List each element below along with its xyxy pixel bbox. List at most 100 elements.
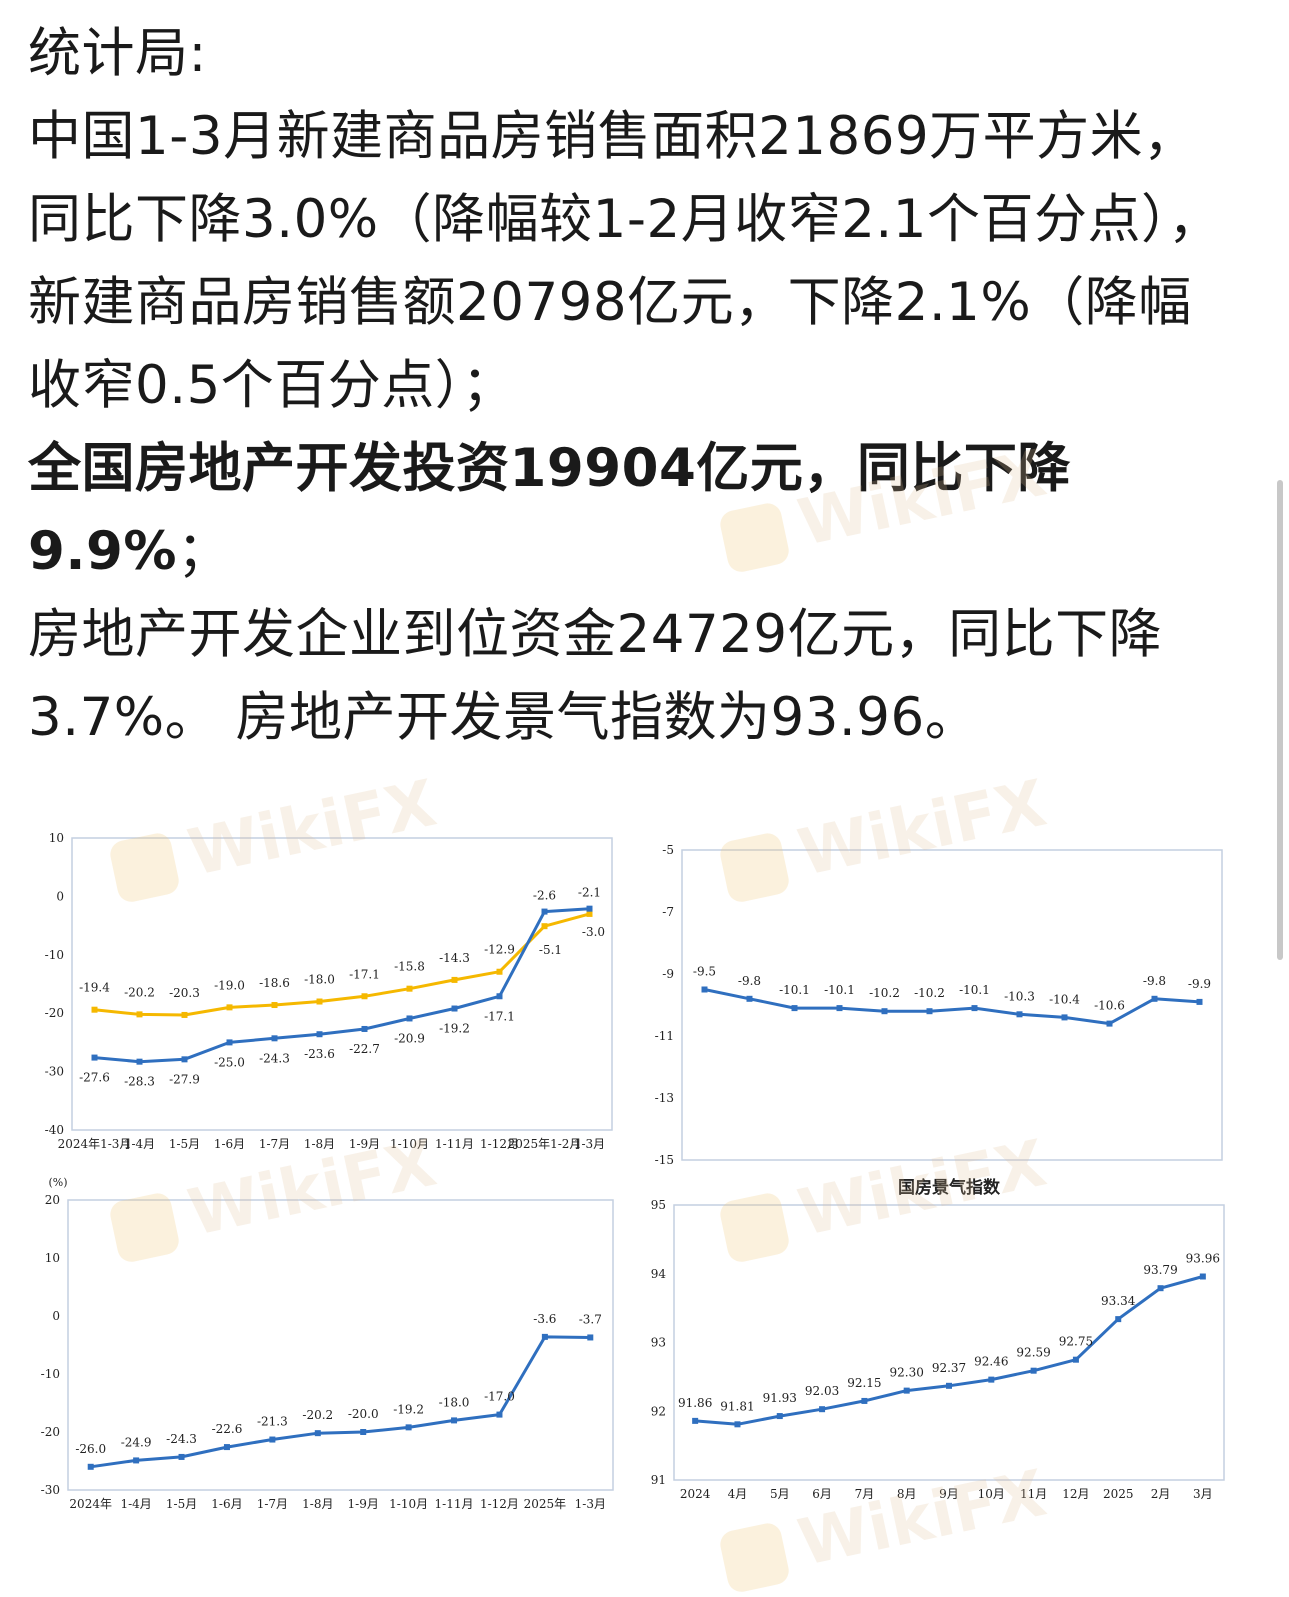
x-tick-label: 7月 [855,1487,875,1501]
y-tick-label: 0 [56,889,64,903]
chart-title: 国房景气指数 [898,1177,1001,1198]
plot-frame [673,1204,1225,1481]
y-tick-label: 95 [651,1198,666,1212]
data-label: 93.79 [1143,1263,1177,1277]
chart-funding-growth: 20 10 0 -10 -20 -30 2024年 1-4月 1-5月 1-6月 1-7月 1-8月 1… [41,1176,614,1511]
y-tick-label: 10 [45,1251,60,1265]
data-point [541,1333,548,1340]
data-point [181,1056,188,1063]
data-point [496,1411,503,1418]
data-point [226,1039,233,1046]
y-tick-label: 94 [651,1267,667,1281]
data-point [776,1413,783,1420]
data-point [87,1463,94,1470]
data-point [451,1417,458,1424]
data-point [178,1453,185,1460]
data-point [406,985,413,992]
data-label: -5.1 [539,943,562,957]
data-label: 92.30 [890,1366,924,1380]
funding-paragraph: 房地产开发企业到位资金24729亿元，同比下降3.7%。 房地产开发景气指数为9… [28,604,1163,748]
y-tick-label: -10 [45,948,64,962]
data-label: -9.8 [738,974,761,988]
y-tick-label: -30 [41,1483,60,1497]
data-point [836,1005,843,1012]
source-line: 统计局: [28,23,207,84]
data-point [1196,998,1203,1005]
x-tick-label: 10月 [978,1487,1005,1501]
series-line [90,1335,591,1469]
x-tick-label: 1-7月 [259,1137,290,1151]
data-point [316,998,323,1005]
data-point [181,1011,188,1018]
data-label: 92.15 [847,1376,881,1390]
data-label: 93.34 [1101,1294,1136,1308]
investment-bold-text: 全国房地产开发投资19904亿元，同比下降9.9% [28,438,1071,582]
y-tick-label: 92 [651,1404,666,1418]
data-point [360,1429,367,1435]
data-label: -19.2 [393,1402,424,1416]
data-label: -18.6 [259,976,290,990]
y-tick-label: -40 [45,1123,64,1137]
data-point [586,910,593,917]
wikifx-logo-icon [717,1521,792,1595]
x-tick-label: 1-9月 [349,1137,380,1151]
data-point [1106,1020,1113,1027]
data-point [1151,995,1158,1002]
data-label: -20.9 [394,1031,425,1045]
data-point [1072,1356,1079,1363]
x-tick-label: 1-5月 [166,1497,197,1511]
data-point [734,1421,741,1428]
x-tick-label: 1-10月 [389,1497,428,1511]
data-label: -19.4 [79,981,110,995]
data-label: -10.1 [959,983,990,997]
data-label: -25.0 [214,1055,245,1069]
x-tick-label: 1-4月 [120,1497,151,1511]
y-tick-label: 91 [651,1473,666,1487]
data-point [926,1008,933,1015]
data-label: -10.2 [869,986,900,1000]
data-point [451,1005,458,1012]
data-label: -2.1 [578,886,601,900]
data-label: 92.37 [932,1361,966,1375]
x-tick-label: 8月 [897,1487,917,1501]
y-tick-label: -10 [41,1367,60,1381]
y-tick-label: -7 [662,905,674,919]
data-point [1115,1316,1122,1323]
data-label: -27.6 [79,1071,110,1085]
data-point [541,923,548,930]
x-tick-label: 1-11月 [435,1137,474,1151]
series-line [704,988,1200,1026]
data-label: -23.6 [304,1047,335,1061]
x-tick-label: 9月 [939,1487,959,1501]
data-label: -19.0 [214,978,245,992]
data-point [586,905,593,912]
data-point [223,1444,230,1451]
y-tick-label: -5 [662,843,674,857]
data-point [406,1015,413,1022]
data-label: -9.9 [1188,977,1211,991]
data-point [587,1334,594,1341]
x-tick-label: 2024年1-3月 [58,1137,132,1151]
x-tick-label: 1-4月 [124,1137,155,1151]
data-label: 92.46 [974,1355,1008,1369]
scrollbar[interactable] [1277,480,1283,960]
data-point [746,995,753,1002]
x-tick-label: 2025年 [524,1497,567,1511]
plot-frame [681,849,1223,1161]
data-label: -10.1 [824,983,855,997]
data-label: -3.7 [579,1312,602,1326]
x-tick-label: 6月 [812,1487,832,1501]
x-tick-label: 1-12月 [480,1497,519,1511]
x-tick-label: 2024年 [69,1497,112,1511]
data-label: -19.2 [439,1022,470,1036]
data-label: -28.3 [124,1075,155,1089]
data-label: -17.1 [349,967,380,981]
data-label: -22.6 [212,1422,243,1436]
data-point [1157,1285,1164,1292]
x-tick-label: 2月 [1151,1487,1171,1501]
data-point [271,1002,278,1009]
x-tick-label: 1-8月 [304,1137,335,1151]
y-tick-label: 20 [45,1193,60,1207]
y-tick-label: -9 [662,967,674,981]
data-label: -21.3 [257,1415,288,1429]
